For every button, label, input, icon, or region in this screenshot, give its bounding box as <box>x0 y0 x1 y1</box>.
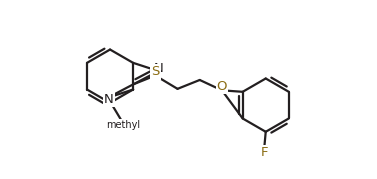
Text: F: F <box>261 146 268 159</box>
Text: methyl: methyl <box>106 120 141 130</box>
Text: O: O <box>217 80 227 93</box>
Text: N: N <box>154 62 164 75</box>
Text: S: S <box>151 66 159 78</box>
Text: N: N <box>104 93 113 106</box>
